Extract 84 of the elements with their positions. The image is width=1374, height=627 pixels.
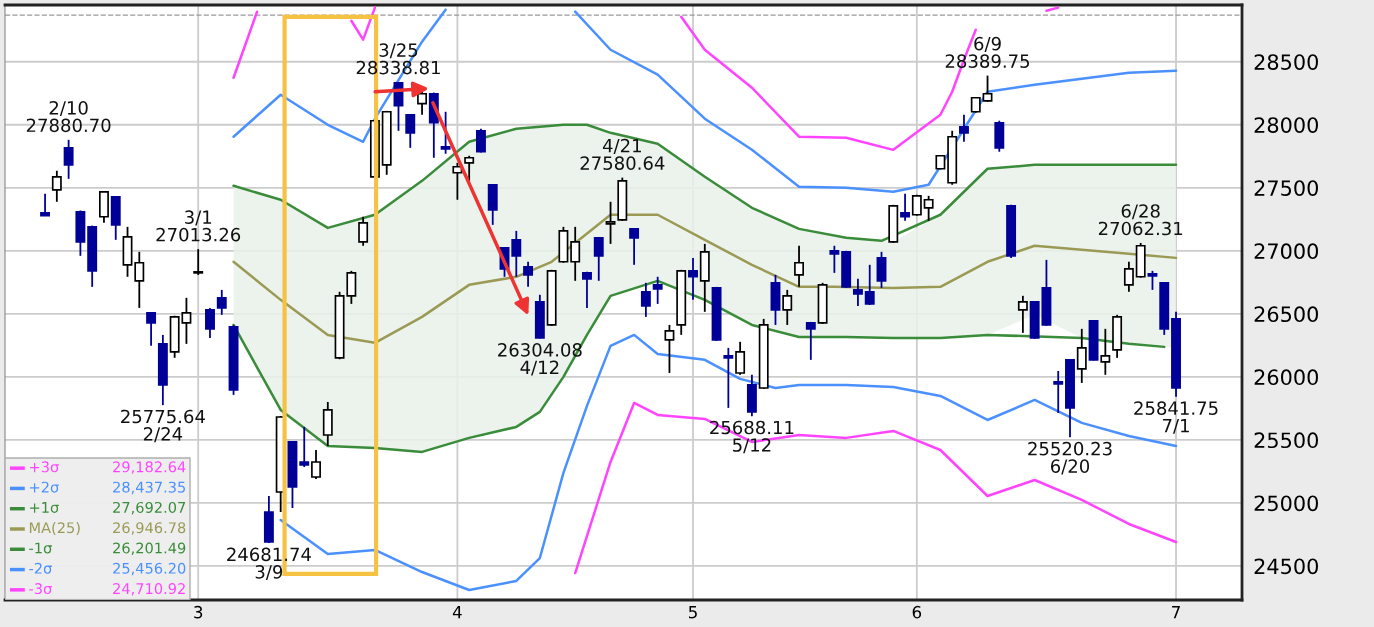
candlestick bbox=[959, 113, 969, 143]
candlestick bbox=[51, 169, 62, 203]
candlestick bbox=[876, 250, 887, 289]
candlestick bbox=[829, 244, 840, 274]
candlestick bbox=[440, 110, 451, 155]
annotation: 25520.23 6/20 bbox=[1028, 441, 1112, 475]
candlestick bbox=[464, 154, 475, 182]
candlestick bbox=[605, 200, 616, 245]
annotation: 25841.75 7/1 bbox=[1134, 401, 1218, 434]
candlestick bbox=[63, 138, 74, 180]
candlestick bbox=[923, 194, 934, 222]
line-series bbox=[573, 10, 1178, 194]
annotation: 6/28 27062.31 bbox=[1098, 204, 1183, 236]
annotation: 4/21 27580.64 bbox=[580, 138, 665, 170]
annotation: 28,437.35 bbox=[113, 481, 186, 495]
candlestick bbox=[299, 426, 310, 468]
candlestick bbox=[735, 340, 746, 376]
x-tick-label: 3 bbox=[194, 605, 203, 619]
candlestick bbox=[794, 244, 804, 288]
x-tick-label: 4 bbox=[452, 606, 462, 619]
candlestick bbox=[640, 281, 651, 318]
candlestick bbox=[1123, 260, 1134, 293]
candlestick bbox=[652, 275, 663, 305]
candlestick bbox=[205, 307, 215, 339]
legend-label: -3σ bbox=[29, 583, 52, 595]
x-tick-label: 6 bbox=[912, 605, 922, 619]
y-tick-label: 28500 bbox=[1254, 54, 1318, 70]
candlestick bbox=[1100, 327, 1111, 376]
candlestick bbox=[1076, 327, 1087, 384]
y-tick-label: 26500 bbox=[1254, 306, 1318, 323]
candlestick bbox=[629, 227, 640, 266]
annotation: 27,692.07 bbox=[113, 501, 186, 515]
candlestick bbox=[40, 192, 51, 217]
candlestick bbox=[146, 311, 157, 347]
candlestick bbox=[852, 277, 863, 307]
candlestick bbox=[900, 192, 911, 222]
annotation: 29,182.64 bbox=[113, 461, 186, 474]
candlestick bbox=[1053, 370, 1064, 414]
annotation: 25775.64 2/24 bbox=[121, 409, 205, 443]
y-tick-label: 27000 bbox=[1254, 243, 1318, 260]
y-tick-label: 25000 bbox=[1254, 495, 1318, 512]
y-tick-label: 24500 bbox=[1254, 558, 1318, 575]
candlestick bbox=[216, 288, 227, 316]
y-tick-label: 28000 bbox=[1254, 117, 1318, 133]
annotation: 26,946.78 bbox=[113, 522, 186, 535]
candlestick bbox=[664, 324, 675, 374]
legend-label: +1σ bbox=[30, 502, 59, 513]
candlestick bbox=[405, 113, 416, 149]
candlestick bbox=[864, 263, 875, 306]
annotation: 25,456.20 bbox=[113, 562, 186, 576]
annotation: 24,710.92 bbox=[113, 583, 185, 596]
candlestick bbox=[511, 229, 522, 278]
candlestick bbox=[311, 449, 321, 480]
y-tick-label: 26000 bbox=[1254, 369, 1318, 386]
annotation: 3/1 27013.26 bbox=[156, 210, 241, 242]
candlestick bbox=[1017, 294, 1028, 334]
candlestick bbox=[475, 127, 486, 154]
candlestick bbox=[570, 225, 581, 282]
candlestick bbox=[1147, 269, 1158, 291]
candlestick bbox=[193, 248, 204, 276]
candlestick bbox=[688, 256, 698, 301]
candlestick bbox=[134, 250, 145, 309]
candlestick bbox=[523, 260, 534, 288]
line-series bbox=[232, 8, 447, 144]
legend-label: MA(25) bbox=[29, 521, 80, 535]
candlestick bbox=[358, 215, 369, 247]
legend-label: -2σ bbox=[29, 562, 52, 574]
candlestick bbox=[982, 74, 993, 103]
x-tick-label: 5 bbox=[688, 606, 697, 619]
candlestick bbox=[417, 90, 428, 116]
candlestick bbox=[805, 321, 816, 361]
candlestick bbox=[593, 236, 604, 282]
candlestick bbox=[782, 288, 793, 326]
annotation: 2/10 27880.70 bbox=[26, 101, 111, 133]
x-tick-label: 7 bbox=[1172, 606, 1180, 619]
y-tick-label: 25500 bbox=[1254, 432, 1318, 449]
candlestick bbox=[452, 161, 463, 201]
legend-label: +2σ bbox=[30, 481, 59, 493]
annotation: 26,201.49 bbox=[113, 542, 186, 556]
legend-label: -1σ bbox=[29, 542, 52, 554]
candlestick bbox=[723, 346, 734, 409]
y-tick-label: 27500 bbox=[1254, 180, 1318, 196]
legend-label: +3σ bbox=[30, 461, 59, 473]
candlestick bbox=[582, 270, 592, 309]
